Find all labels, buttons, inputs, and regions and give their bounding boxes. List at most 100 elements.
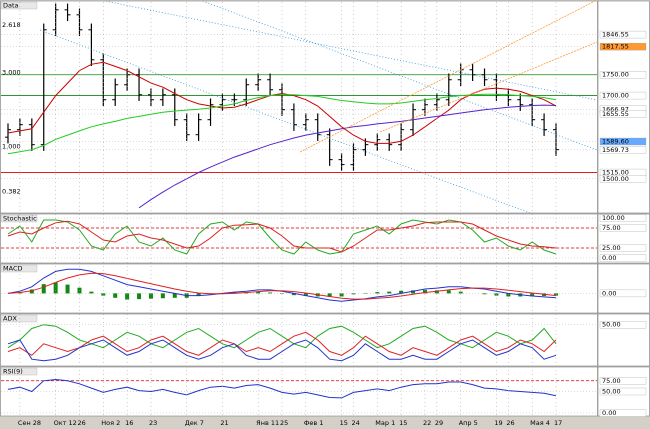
- x-tick-label: 16: [125, 419, 133, 427]
- x-tick-label: 21: [220, 419, 228, 427]
- x-tick-label: 26: [77, 419, 85, 427]
- trend-line: [299, 1, 596, 153]
- series-line: [7, 220, 557, 253]
- x-tick-label: 15: [399, 419, 407, 427]
- histogram-bar: [411, 290, 416, 294]
- x-tick-label: 17: [554, 419, 562, 427]
- histogram-bar: [29, 289, 34, 294]
- y-tick-box: [599, 71, 647, 79]
- x-tick-label: Ноя 2: [101, 419, 120, 427]
- y-tick-label: 75.00: [602, 377, 621, 385]
- y-tick-label: 1700.00: [602, 92, 629, 100]
- y-tick-label: 1589.60: [602, 137, 629, 145]
- x-tick-label: 24: [351, 419, 359, 427]
- x-tick-label: Окт 12: [54, 419, 77, 427]
- series-line: [7, 378, 557, 399]
- y-tick-label: 50.00: [602, 388, 621, 396]
- panel-title: ADX: [3, 315, 17, 323]
- histogram-bar: [160, 293, 165, 299]
- y-tick-box: [599, 42, 647, 51]
- y-tick-label: 100.00: [602, 214, 625, 222]
- fib-label: 3.000: [2, 69, 21, 77]
- histogram-bar: [351, 293, 356, 295]
- histogram-bar: [422, 289, 427, 294]
- histogram-bar: [291, 293, 296, 296]
- y-tick-label: 25.00: [602, 244, 621, 252]
- y-tick-label: 1750.00: [602, 71, 629, 79]
- histogram-bar: [458, 291, 463, 294]
- y-tick-box: [599, 30, 647, 39]
- trend-lines: [39, 1, 597, 213]
- y-tick-label: 1846.55: [602, 31, 629, 39]
- y-tick-box: [599, 289, 647, 298]
- histogram-bar: [375, 292, 380, 294]
- panel-title-box: [0, 264, 38, 273]
- y-tick-box: [599, 146, 647, 154]
- y-tick-box: [599, 409, 647, 417]
- histogram-bar: [41, 284, 46, 294]
- y-tick-box: [599, 244, 647, 252]
- x-tick-label: 22: [423, 419, 431, 427]
- panel-title: Data: [3, 2, 19, 10]
- panel-title: RSI(9): [3, 368, 23, 376]
- fib-label: 1.000: [2, 143, 21, 151]
- fib-label: 2.618: [2, 21, 21, 29]
- x-tick-label: Мая 4: [530, 419, 550, 427]
- histogram-bar: [446, 290, 451, 294]
- histogram-bar: [196, 293, 201, 297]
- x-tick-label: 29: [435, 419, 443, 427]
- y-tick-label: 75.00: [602, 224, 621, 232]
- trend-line: [39, 29, 531, 213]
- histogram-bar: [232, 292, 237, 294]
- panel-title-box: [0, 214, 38, 223]
- histogram-bar: [256, 291, 261, 294]
- histogram-bar: [89, 291, 94, 294]
- histogram-bar: [482, 293, 487, 295]
- panel-title-box: [0, 1, 38, 10]
- x-tick-label: 15: [340, 419, 348, 427]
- x-tick-label: 23: [149, 419, 157, 427]
- histogram-bar: [327, 293, 332, 297]
- histogram-bar: [387, 291, 392, 294]
- series-line: [7, 339, 557, 362]
- y-tick-box: [599, 321, 647, 329]
- y-tick-label: 0.00: [602, 409, 616, 417]
- panel-title-box: [0, 314, 38, 323]
- y-tick-box: [599, 214, 647, 222]
- y-tick-box: [599, 377, 647, 385]
- histogram-bar: [125, 293, 130, 300]
- y-tick-label: 0.00: [602, 289, 616, 297]
- histogram-bar: [172, 293, 177, 298]
- y-tick-box: [599, 224, 647, 232]
- x-tick-label: Фев 1: [304, 419, 324, 427]
- series-line: [138, 104, 557, 209]
- series-line: [7, 324, 557, 349]
- y-tick-box: [599, 110, 647, 118]
- y-tick-label: 1817.55: [602, 43, 629, 51]
- panel: [0, 0, 598, 214]
- fib-label: 0.382: [2, 188, 21, 196]
- x-tick-label: 19: [494, 419, 502, 427]
- histogram-bar: [65, 284, 70, 294]
- histogram-bar: [268, 292, 273, 294]
- y-tick-box: [599, 387, 647, 396]
- panel-title-box: [0, 367, 38, 376]
- panel: [0, 213, 598, 264]
- y-tick-box: [599, 137, 647, 146]
- trend-line: [379, 41, 597, 133]
- y-tick-label: 1500.00: [602, 175, 629, 183]
- histogram-bar: [137, 293, 142, 300]
- histogram-bar: [148, 293, 153, 299]
- panel-title: MACD: [3, 265, 22, 273]
- panel: [0, 313, 598, 367]
- x-tick-label: Мар 1: [375, 419, 395, 427]
- y-tick-label: 1515.00: [602, 169, 629, 177]
- histogram-bar: [53, 282, 58, 294]
- x-tick-label: Дек 7: [185, 419, 204, 427]
- y-tick-label: 1569.73: [602, 146, 629, 154]
- y-tick-label: 1666.97: [602, 105, 629, 113]
- y-tick-box: [599, 254, 647, 262]
- panel: [0, 263, 598, 314]
- y-tick-box: [599, 91, 647, 100]
